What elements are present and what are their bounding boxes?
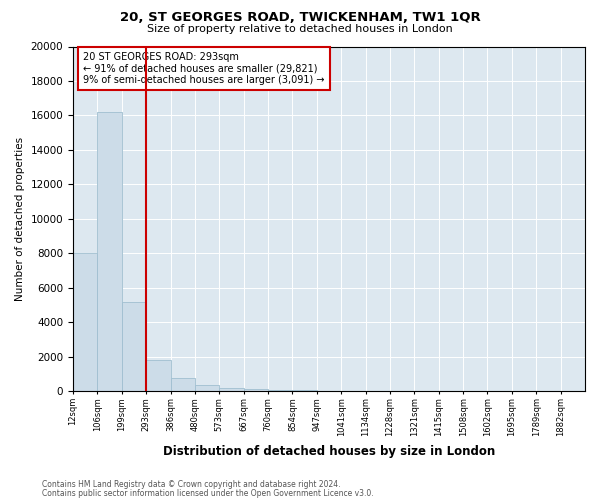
Bar — [268, 390, 292, 392]
Bar — [292, 390, 317, 392]
Bar — [73, 254, 97, 392]
Text: Contains HM Land Registry data © Crown copyright and database right 2024.: Contains HM Land Registry data © Crown c… — [42, 480, 341, 489]
X-axis label: Distribution of detached houses by size in London: Distribution of detached houses by size … — [163, 444, 495, 458]
Bar — [195, 386, 220, 392]
Y-axis label: Number of detached properties: Number of detached properties — [15, 137, 25, 301]
Bar — [244, 390, 268, 392]
Bar — [122, 302, 146, 392]
Bar — [97, 112, 122, 392]
Bar — [146, 360, 170, 392]
Bar — [220, 388, 244, 392]
Text: Contains public sector information licensed under the Open Government Licence v3: Contains public sector information licen… — [42, 488, 374, 498]
Text: 20 ST GEORGES ROAD: 293sqm
← 91% of detached houses are smaller (29,821)
9% of s: 20 ST GEORGES ROAD: 293sqm ← 91% of deta… — [83, 52, 325, 85]
Bar — [170, 378, 195, 392]
Text: 20, ST GEORGES ROAD, TWICKENHAM, TW1 1QR: 20, ST GEORGES ROAD, TWICKENHAM, TW1 1QR — [119, 11, 481, 24]
Text: Size of property relative to detached houses in London: Size of property relative to detached ho… — [147, 24, 453, 34]
